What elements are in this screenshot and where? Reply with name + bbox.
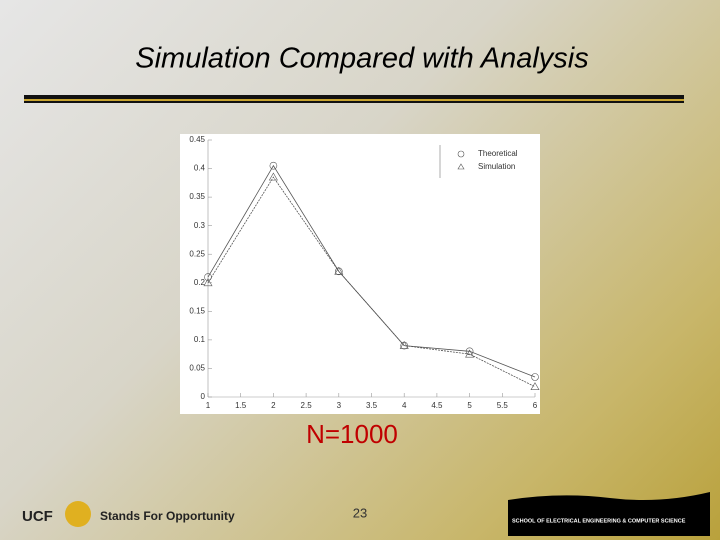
rule — [24, 99, 684, 101]
y-tick-label: 0.2 — [194, 278, 206, 287]
x-tick-label: 2.5 — [301, 401, 313, 410]
series-line — [207, 176, 536, 388]
y-tick-label: 0.4 — [194, 164, 206, 173]
point — [203, 278, 213, 287]
annotation: N=1000 — [306, 419, 398, 449]
x-tick-label: 5.5 — [497, 401, 509, 410]
point — [334, 266, 344, 275]
legend-marker — [457, 163, 465, 170]
point — [465, 347, 474, 356]
y-tick-label: 0.25 — [189, 249, 205, 258]
point — [269, 161, 278, 170]
point — [531, 373, 539, 381]
y-tick-label: 0.3 — [194, 221, 206, 230]
y-tick-label: 0.15 — [189, 306, 205, 315]
rule — [24, 95, 684, 99]
plot-background — [180, 134, 540, 414]
x-tick-label: 2 — [271, 401, 276, 410]
x-tick-label: 3 — [337, 401, 342, 410]
point — [465, 349, 475, 358]
logo-mark — [65, 501, 91, 527]
rule — [24, 101, 684, 103]
legend-label: Theoretical — [478, 149, 518, 158]
x-tick-label: 4 — [402, 401, 407, 410]
x-tick-label: 4.5 — [431, 401, 443, 410]
point — [399, 340, 409, 349]
legend-marker — [457, 150, 465, 158]
banner — [508, 492, 710, 536]
y-tick-label: 0.35 — [189, 192, 205, 201]
point — [530, 382, 540, 391]
x-tick-label: 6 — [533, 401, 538, 410]
page-number: 23 — [353, 505, 367, 520]
y-tick-label: 0.45 — [189, 135, 205, 144]
x-tick-label: 1 — [206, 401, 211, 410]
y-tick-label: 0.1 — [194, 335, 206, 344]
point — [268, 172, 278, 181]
y-tick-label: 0.05 — [189, 364, 205, 373]
y-tick-label: 0 — [201, 392, 206, 401]
x-tick-label: 1.5 — [235, 401, 247, 410]
tagline: Stands For Opportunity — [100, 509, 235, 523]
school: SCHOOL OF ELECTRICAL ENGINEERING & COMPU… — [512, 518, 686, 524]
logo: UCF — [22, 508, 53, 525]
slide-title: Simulation Compared with Analysis — [135, 43, 588, 75]
legend-label: Simulation — [478, 162, 515, 171]
x-tick-label: 5 — [467, 401, 472, 410]
x-tick-label: 3.5 — [366, 401, 378, 410]
